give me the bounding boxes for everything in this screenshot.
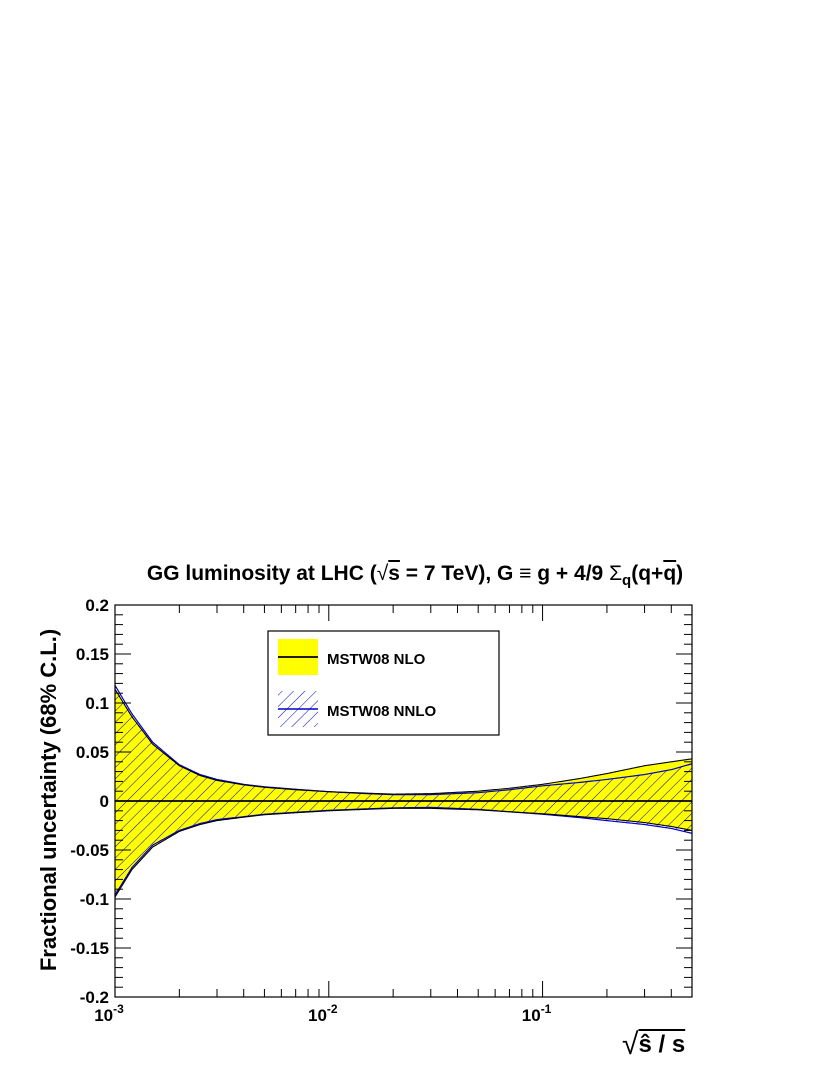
title-text-quarks: (q+: [631, 562, 664, 585]
y-tick-label: -0.1: [80, 890, 109, 909]
title-text-energy: s: [388, 562, 400, 585]
title-text-gluon: g + 4/9: [537, 562, 610, 585]
y-tick-label: -0.2: [80, 988, 109, 1007]
nlo-upper-edge: [115, 688, 692, 795]
chart-title: GG luminosity at LHC (√s = 7 TeV), G ≡ g…: [0, 562, 830, 589]
x-label-body: ŝ / s: [638, 1031, 686, 1058]
plot-layer: [115, 685, 692, 898]
title-sub-q: q: [622, 572, 632, 590]
title-qbar: q: [663, 562, 677, 585]
title-text-prefix: GG luminosity at LHC (: [146, 562, 377, 585]
axis-layer: -0.2 -0.15 -0.1 -0.05 0 0.05 0.1 0.15 0.2 10-3 10-…: [70, 596, 693, 1025]
nlo-lower-edge: [115, 807, 692, 898]
y-tick-label: -0.05: [70, 841, 109, 860]
y-tick-label: 0.15: [76, 645, 109, 664]
y-tick-label: 0.05: [76, 743, 109, 762]
legend-nlo-label: MSTW08 NLO: [327, 651, 426, 668]
title-sigma: Σ: [609, 562, 623, 585]
x-radical: √: [622, 1028, 639, 1061]
y-tick-label: 0.2: [85, 596, 109, 615]
x-tick-label: 10-2: [308, 1002, 338, 1025]
x-axis-label: √ŝ / s: [622, 1028, 685, 1062]
legend-nnlo-label: MSTW08 NNLO: [327, 703, 437, 720]
title-radical: √: [376, 562, 389, 585]
title-equiv: ≡: [513, 562, 538, 585]
y-tick-label: 0.1: [85, 694, 109, 713]
legend: MSTW08 NLO MSTW08 NNLO: [267, 630, 500, 736]
y-tick-label: 0: [100, 792, 109, 811]
title-text-mid: = 7 TeV), G: [399, 562, 514, 585]
x-tick-label: 10-1: [522, 1002, 552, 1025]
x-tick-label: 10-3: [94, 1002, 124, 1025]
nnlo-hatched-band: [115, 685, 692, 896]
y-tick-label: -0.15: [70, 939, 109, 958]
title-text-close: ): [676, 562, 684, 585]
